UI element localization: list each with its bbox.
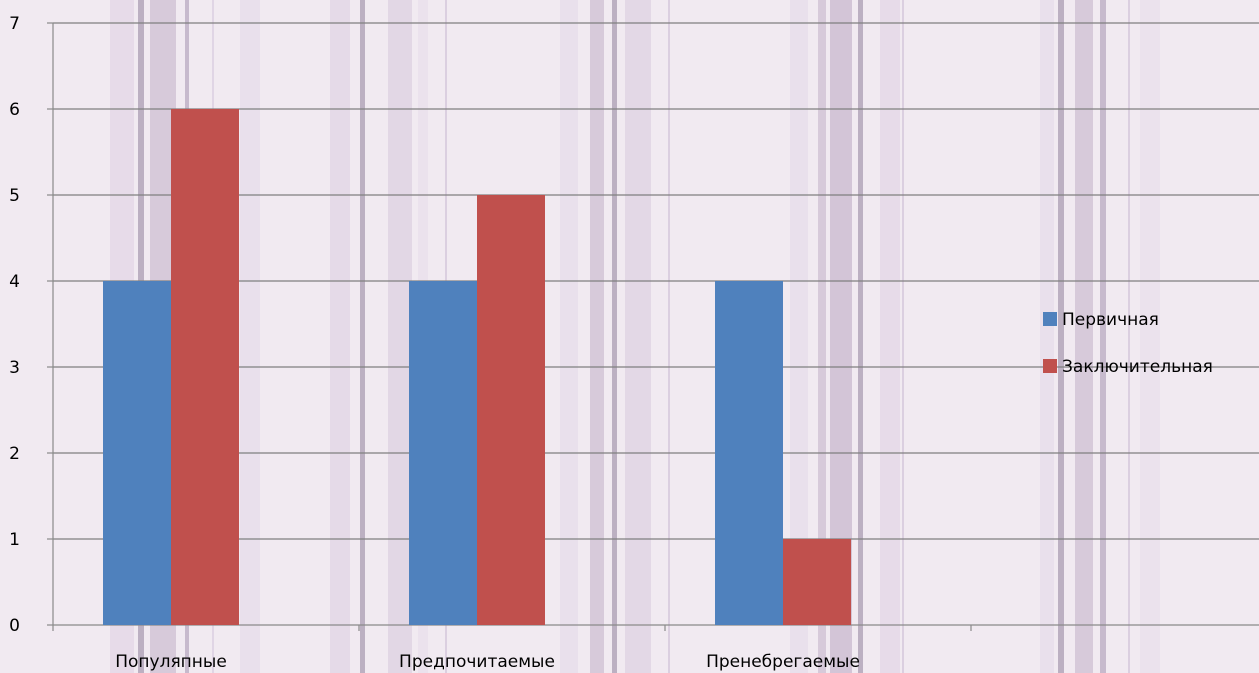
background-stripe: [560, 0, 578, 673]
legend-label: Заключительная: [1062, 357, 1213, 377]
axes: [47, 22, 1259, 631]
background-stripe: [902, 0, 904, 673]
x-axis-category-labels: Популяпные Предпочитаемые Пренебрегаемые: [115, 652, 860, 672]
y-tick-label: 1: [9, 530, 20, 550]
background-stripe: [790, 0, 808, 673]
y-tick-label: 5: [9, 186, 20, 206]
x-category-label: Предпочитаемые: [399, 652, 555, 672]
background-stripe: [612, 0, 617, 673]
y-tick-label: 0: [9, 616, 20, 636]
y-tick-label: 4: [9, 272, 20, 292]
background-stripe: [1128, 0, 1130, 673]
legend-swatch: [1043, 312, 1057, 326]
background-stripe: [330, 0, 350, 673]
y-tick-label: 7: [9, 14, 20, 34]
legend-swatch: [1043, 359, 1057, 373]
legend: Первичная Заключительная: [1043, 310, 1213, 377]
bars: [103, 109, 851, 625]
bar-final: [783, 539, 851, 625]
background-stripe: [1075, 0, 1093, 673]
y-tick-label: 2: [9, 444, 20, 464]
gridlines: [53, 22, 1259, 540]
y-tick-label: 6: [9, 100, 20, 120]
background-stripe: [1140, 0, 1160, 673]
background-stripe: [590, 0, 604, 673]
background-stripe: [625, 0, 651, 673]
bar-final: [171, 109, 239, 625]
background-stripe: [360, 0, 365, 673]
x-category-label: Пренебрегаемые: [706, 652, 860, 672]
legend-label: Первичная: [1062, 310, 1159, 330]
bar-primary: [103, 281, 171, 625]
background-stripe: [668, 0, 670, 673]
background-stripe: [1100, 0, 1106, 673]
bar-primary: [409, 281, 477, 625]
x-category-label: Популяпные: [115, 652, 227, 672]
bar-final: [477, 195, 545, 625]
background-stripe: [830, 0, 852, 673]
background-stripe: [858, 0, 863, 673]
background-stripe: [240, 0, 260, 673]
background-stripe: [1040, 0, 1054, 673]
background-stripe: [818, 0, 826, 673]
bar-primary: [715, 281, 783, 625]
background-stripe: [388, 0, 412, 673]
y-tick-label: 3: [9, 358, 20, 378]
y-axis-tick-labels: 0 1 2 3 4 5 6 7: [9, 14, 20, 636]
background-stripe: [1058, 0, 1064, 673]
background-stripe: [880, 0, 900, 673]
